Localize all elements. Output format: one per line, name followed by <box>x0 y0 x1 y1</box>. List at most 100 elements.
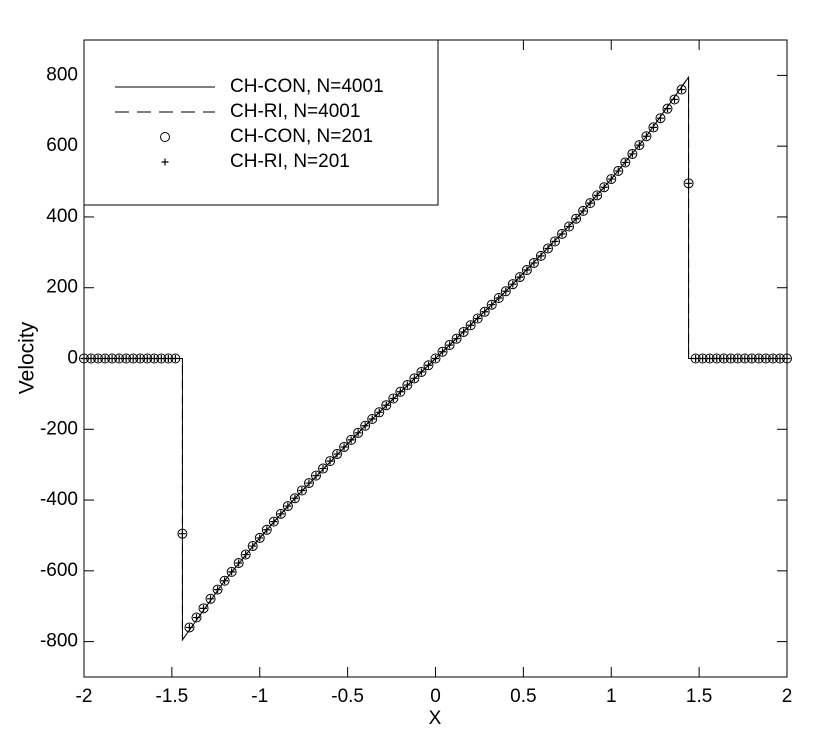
data-point <box>256 534 264 542</box>
data-point <box>249 542 257 550</box>
data-point <box>662 103 673 114</box>
data-point <box>671 95 679 103</box>
x-tick-label: -2 <box>76 686 93 707</box>
data-point <box>382 401 390 409</box>
data-point <box>579 207 587 215</box>
data-point <box>289 493 300 504</box>
data-point <box>586 199 594 207</box>
data-point <box>402 380 413 391</box>
data-point <box>516 273 524 281</box>
data-point <box>678 86 686 94</box>
data-point <box>263 526 271 534</box>
data-point <box>762 355 770 362</box>
data-point <box>493 292 504 303</box>
data-point <box>157 355 165 362</box>
y-tick-label: -400 <box>40 489 78 510</box>
data-point <box>284 502 292 510</box>
x-axis-label: X <box>429 708 442 729</box>
data-point <box>635 141 643 149</box>
data-point <box>430 353 441 364</box>
data-point <box>226 566 237 577</box>
data-point <box>748 355 756 362</box>
data-point <box>368 415 376 423</box>
data-point <box>228 568 236 576</box>
data-point <box>607 175 615 183</box>
data-point <box>247 541 258 552</box>
data-point <box>460 328 468 336</box>
data-point <box>755 355 763 362</box>
data-point <box>87 355 95 362</box>
data-point <box>558 230 566 238</box>
data-point <box>221 577 229 585</box>
data-point <box>481 308 489 316</box>
data-point <box>599 182 610 193</box>
legend-label: CH-RI, N=201 <box>230 151 350 172</box>
data-point <box>318 463 329 474</box>
data-point <box>340 443 348 451</box>
data-point <box>649 123 657 131</box>
data-point <box>656 114 664 122</box>
y-tick-label: 400 <box>46 206 78 227</box>
data-point <box>592 190 603 201</box>
data-point <box>606 174 617 185</box>
data-point <box>388 393 399 404</box>
x-tick-label: 1.5 <box>686 686 712 707</box>
data-point <box>185 623 193 631</box>
data-point <box>375 408 383 416</box>
data-point <box>641 131 652 142</box>
data-point <box>528 257 539 268</box>
x-tick-label: -0.5 <box>331 686 364 707</box>
data-point <box>514 272 525 283</box>
y-axis-label: Velocity <box>16 321 39 394</box>
data-point <box>627 148 638 159</box>
data-point <box>122 355 130 362</box>
data-point <box>530 259 538 267</box>
data-point <box>171 355 179 362</box>
legend-swatch <box>161 158 169 166</box>
data-point <box>585 198 596 209</box>
data-point <box>312 472 320 480</box>
data-point <box>296 485 307 496</box>
data-point <box>191 612 202 623</box>
data-point <box>361 422 369 430</box>
legend-box <box>83 39 439 206</box>
data-point <box>600 183 608 191</box>
data-point <box>495 294 503 302</box>
data-point <box>374 407 385 418</box>
data-point <box>80 355 88 362</box>
data-point <box>727 355 735 362</box>
data-point <box>367 414 378 425</box>
data-point <box>432 355 439 362</box>
data-point <box>184 622 195 633</box>
data-point <box>453 335 461 343</box>
data-point <box>542 243 553 254</box>
data-point <box>486 299 497 310</box>
data-point <box>509 280 517 288</box>
data-point <box>403 381 411 389</box>
x-tick-label: -1.5 <box>156 686 189 707</box>
data-point <box>613 165 624 176</box>
data-point <box>389 394 397 402</box>
data-point <box>472 313 483 324</box>
data-point <box>565 222 573 230</box>
data-point <box>282 501 293 512</box>
data-point <box>254 532 265 543</box>
data-point <box>655 113 666 124</box>
data-point <box>474 315 482 323</box>
data-point <box>275 508 286 519</box>
data-point <box>214 586 222 594</box>
x-tick-label: 1 <box>606 686 617 707</box>
data-point <box>233 558 244 569</box>
data-point <box>101 355 109 362</box>
y-tick-label: -200 <box>40 418 78 439</box>
data-point <box>458 326 469 337</box>
data-point <box>347 436 355 444</box>
data-point <box>444 340 455 351</box>
y-tick-label: 0 <box>67 348 78 369</box>
data-point <box>212 584 223 595</box>
y-tick-label: 800 <box>46 64 78 85</box>
data-point <box>108 355 116 362</box>
data-point <box>465 320 476 331</box>
data-point <box>207 595 215 603</box>
data-point <box>521 265 532 276</box>
